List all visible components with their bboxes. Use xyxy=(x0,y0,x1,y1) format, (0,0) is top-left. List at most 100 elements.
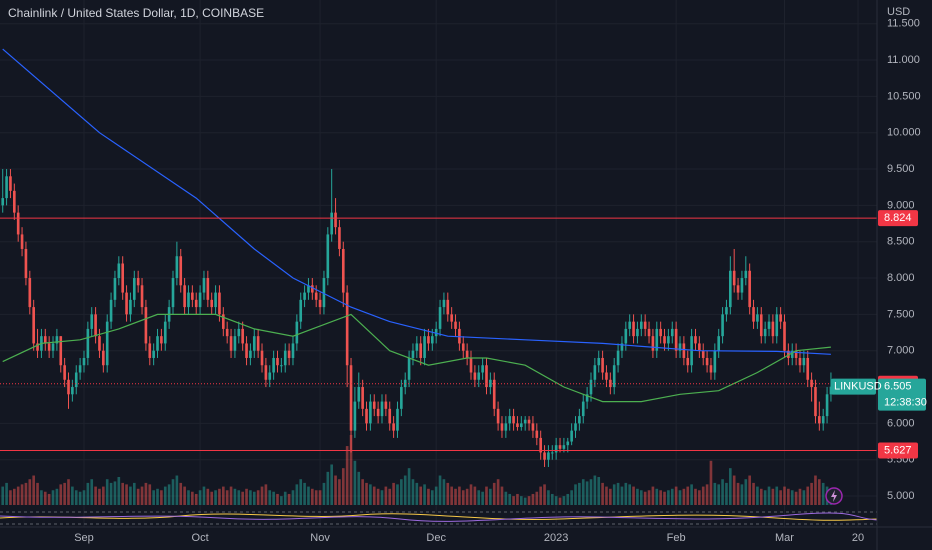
volume-bar xyxy=(562,496,566,505)
x-tick-label: Mar xyxy=(775,532,794,544)
volume-bar xyxy=(252,491,256,505)
alert-button[interactable] xyxy=(825,487,843,505)
volume-bar xyxy=(717,484,721,505)
volume-bar xyxy=(71,486,74,505)
countdown: 12:38:30 xyxy=(884,397,927,409)
volume-bar xyxy=(24,482,28,505)
volume-bar xyxy=(543,484,546,505)
candle-body xyxy=(13,190,16,213)
candle-body xyxy=(670,328,674,337)
candle-body xyxy=(465,350,469,358)
volume-bar xyxy=(748,475,751,505)
volume-bar xyxy=(752,482,755,505)
candle-body xyxy=(109,299,113,322)
candle-body xyxy=(446,299,450,315)
y-tick-label: 9.500 xyxy=(887,163,915,175)
candle-body xyxy=(357,387,361,402)
volume-bar xyxy=(694,488,697,505)
volume-bar xyxy=(82,490,86,505)
volume-bar xyxy=(9,490,12,505)
candle-body xyxy=(280,365,283,367)
candle-body xyxy=(663,336,666,344)
volume-bar xyxy=(446,482,450,505)
candle-body xyxy=(771,321,775,337)
candle-body xyxy=(473,372,477,380)
volume-bar xyxy=(690,484,693,505)
level-label: 5.627 xyxy=(884,444,912,456)
volume-bar xyxy=(113,481,117,505)
candle-body xyxy=(392,423,395,431)
candle-body xyxy=(276,357,279,366)
candle-body xyxy=(825,394,829,417)
volume-bar xyxy=(191,491,194,505)
candle-body xyxy=(744,270,748,279)
volume-bar xyxy=(283,491,287,505)
candle-body xyxy=(295,321,299,344)
volume-bar xyxy=(605,486,608,505)
volume-bar xyxy=(450,486,453,505)
volume-bar xyxy=(43,491,47,505)
volume-bar xyxy=(612,484,616,505)
chart-title: Chainlink / United States Dollar, 1D, CO… xyxy=(8,6,264,20)
candle-body xyxy=(523,419,527,424)
candle-body xyxy=(651,336,655,351)
candle-body xyxy=(430,336,434,344)
candle-body xyxy=(43,336,47,344)
volume-bar xyxy=(74,490,78,505)
volume-bar xyxy=(171,479,175,505)
volume-bar xyxy=(218,488,221,505)
volume-bar xyxy=(539,486,542,505)
volume-bar xyxy=(624,482,628,505)
volume-bar xyxy=(179,482,183,505)
candle-body xyxy=(314,292,318,300)
candle-body xyxy=(260,350,264,366)
volume-bar xyxy=(272,491,275,505)
x-tick-label: Oct xyxy=(192,532,209,544)
candle-body xyxy=(78,365,82,373)
volume-bar xyxy=(469,484,473,505)
volume-bar xyxy=(636,488,639,505)
candle-body xyxy=(787,350,790,358)
volume-bar xyxy=(318,490,322,505)
candle-body xyxy=(454,321,457,329)
volume-bar xyxy=(485,486,488,505)
candle-body xyxy=(163,321,167,344)
candle-body xyxy=(237,328,241,337)
candle-body xyxy=(264,365,268,380)
volume-bar xyxy=(477,490,481,505)
oscillator-pane xyxy=(0,511,878,525)
candle-body xyxy=(566,441,570,446)
candle-body xyxy=(268,372,272,380)
candle-body xyxy=(156,336,159,351)
candle-body xyxy=(821,416,825,424)
candle-body xyxy=(492,379,496,409)
candle-body xyxy=(729,270,732,308)
candle-body xyxy=(756,314,759,322)
volume-bar xyxy=(5,482,8,505)
candle-body xyxy=(574,423,577,431)
candle-body xyxy=(647,328,651,337)
volume-bar xyxy=(589,479,593,505)
candle-body xyxy=(59,336,63,366)
volume-bar xyxy=(86,482,90,505)
candle-body xyxy=(121,263,125,293)
candle-body xyxy=(612,365,616,388)
candle-body xyxy=(512,416,515,424)
candle-body xyxy=(241,328,244,344)
volume-bar xyxy=(20,484,24,505)
candle-body xyxy=(322,278,326,308)
volume-bar xyxy=(709,460,713,505)
volume-bar xyxy=(523,497,527,505)
volume-bar xyxy=(210,491,214,505)
candle-body xyxy=(117,263,121,279)
candle-body xyxy=(407,357,411,380)
volume-bar xyxy=(821,482,825,505)
candle-body xyxy=(713,350,717,373)
x-tick-label: 20 xyxy=(852,532,864,544)
candle-body xyxy=(102,350,105,366)
volume-bar xyxy=(794,491,798,505)
price-pane xyxy=(0,48,877,467)
candle-body xyxy=(419,343,423,358)
candle-body xyxy=(628,321,632,329)
candle-body xyxy=(372,401,376,409)
